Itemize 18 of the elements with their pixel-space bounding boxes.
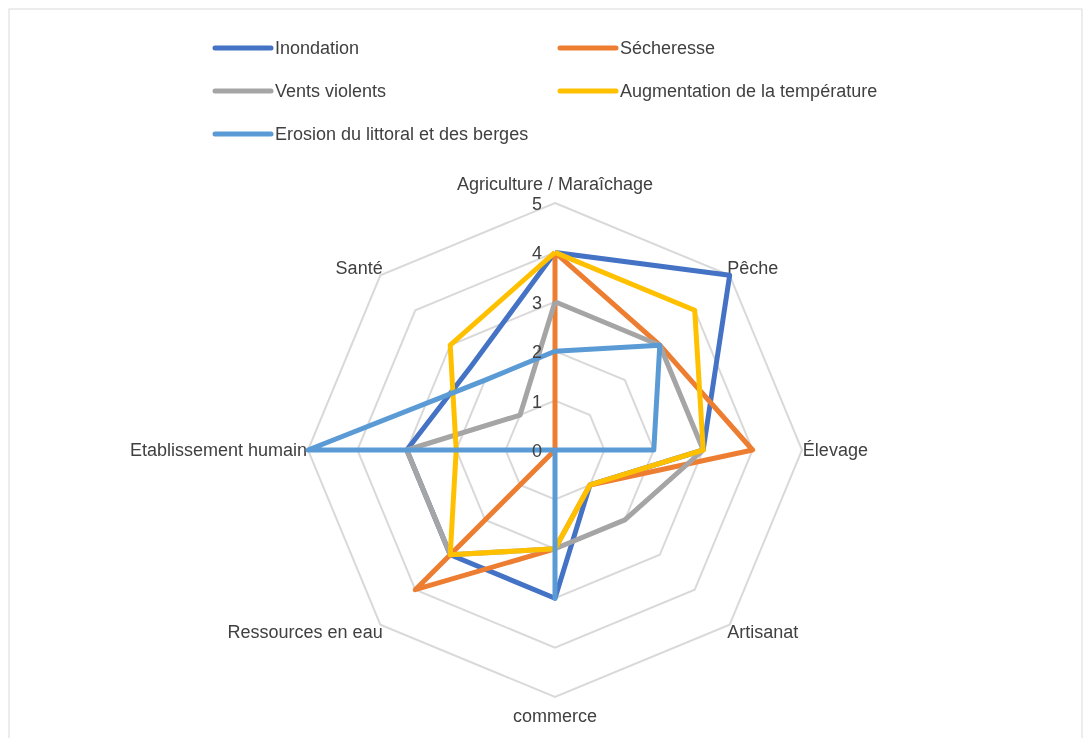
- spoke-label: Ressources en eau: [227, 622, 383, 643]
- y-tick-label: 3: [531, 292, 543, 313]
- y-tick-label: 0: [531, 441, 543, 461]
- legend-label: Vents violents: [275, 81, 387, 101]
- spoke-label: Santé: [335, 257, 383, 278]
- spoke-label: commerce: [512, 705, 598, 726]
- y-tick-label: 1: [531, 391, 543, 412]
- spoke-label: Artisanat: [727, 622, 799, 643]
- legend-label: Augmentation de la température: [620, 81, 878, 101]
- spoke-label: Pêche: [727, 257, 779, 278]
- legend-label: Erosion du littoral et des berges: [275, 124, 529, 144]
- spoke-label: Agriculture / Maraîchage: [456, 174, 654, 195]
- legend-label: Inondation: [275, 38, 360, 58]
- spoke-label: Etablissement humain: [130, 440, 308, 460]
- legend-label: Sécheresse: [620, 38, 716, 58]
- y-tick-label: 5: [531, 194, 543, 214]
- y-tick-label: 4: [531, 243, 543, 264]
- spoke-label: Élevage: [802, 440, 868, 460]
